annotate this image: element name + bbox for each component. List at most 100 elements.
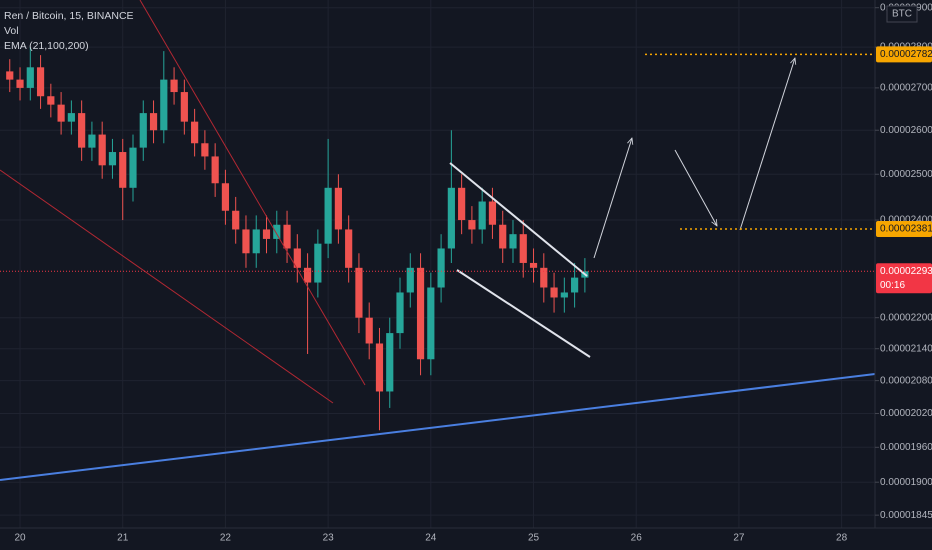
- candle-body: [201, 143, 209, 157]
- candle-body: [396, 292, 404, 334]
- candle-body: [232, 210, 240, 230]
- y-tick-label: 0.00001845: [880, 510, 932, 521]
- candle-body: [355, 267, 363, 318]
- candle-body: [499, 224, 507, 249]
- grid: [0, 0, 875, 528]
- candle-body: [303, 267, 312, 283]
- y-tick-label: 0.00001900: [880, 477, 932, 488]
- price-label-box: [876, 220, 932, 237]
- channel-line: [456, 269, 591, 358]
- y-tick-label: 0.00002080: [880, 375, 932, 386]
- x-tick-label: 27: [733, 533, 745, 544]
- candle-body: [139, 113, 147, 148]
- candle-body: [416, 267, 425, 360]
- x-tick-label: 26: [631, 533, 643, 544]
- legend-ema: EMA (21,100,200): [4, 40, 89, 52]
- y-tick-label: 0.00002500: [880, 169, 932, 180]
- candle-body: [324, 187, 332, 244]
- candle-body: [406, 267, 414, 293]
- candle-body: [262, 229, 271, 239]
- candle-body: [211, 156, 219, 184]
- candle-body: [560, 292, 568, 298]
- x-tick-label: 24: [425, 533, 437, 544]
- candle-body: [108, 152, 117, 166]
- candle-body: [540, 267, 548, 288]
- candle-body: [67, 113, 75, 122]
- candle-body: [468, 220, 476, 230]
- candle-body: [314, 243, 322, 283]
- candle-body: [88, 134, 96, 148]
- candle-body: [180, 92, 188, 122]
- y-tick-label: 0.00001960: [880, 442, 932, 453]
- candle-body: [519, 234, 527, 263]
- candle-body: [334, 187, 342, 230]
- last-price-box: [876, 263, 932, 294]
- candle-body: [458, 187, 466, 221]
- y-tick-label: 0.00002200: [880, 312, 932, 323]
- price-label: 0.00002782: [880, 49, 932, 60]
- candle-body: [129, 147, 137, 188]
- trend-line: [139, 0, 366, 386]
- candle-body: [447, 187, 455, 249]
- arrow: [674, 149, 717, 226]
- y-tick-label: 0.00002020: [880, 408, 932, 419]
- candle-body: [170, 79, 178, 93]
- candle-body: [16, 79, 24, 88]
- candle-body: [160, 79, 168, 131]
- y-tick-label: 0.00002700: [880, 83, 932, 94]
- last-price-label: 0.00002293: [880, 266, 932, 277]
- drawings: [0, 0, 876, 481]
- candles: [6, 47, 589, 431]
- x-tick-label: 23: [323, 533, 335, 544]
- candle-body: [47, 96, 55, 105]
- candle-body: [98, 134, 106, 166]
- x-tick-label: 21: [117, 533, 129, 544]
- x-tick-label: 28: [836, 533, 848, 544]
- arrow: [593, 138, 632, 259]
- y-tick-label: 0.00002600: [880, 125, 932, 136]
- candle-body: [57, 104, 65, 122]
- candle-body: [509, 234, 517, 249]
- candle-body: [488, 201, 497, 225]
- legend-symbol: Ren / Bitcoin, 15, BINANCE: [4, 10, 134, 22]
- candle-body: [36, 67, 45, 97]
- candle-body: [427, 287, 435, 360]
- legend-volume: Vol: [4, 25, 19, 37]
- countdown: 00:16: [880, 280, 905, 291]
- price-label: 0.00002381: [880, 224, 932, 235]
- candle-body: [571, 277, 579, 293]
- x-tick-label: 22: [220, 533, 232, 544]
- candle-body: [252, 229, 260, 254]
- trend-line: [0, 169, 334, 404]
- candle-body: [345, 229, 353, 268]
- support-line: [0, 373, 876, 481]
- candle-body: [386, 333, 394, 392]
- y-tick-label: 0.00002140: [880, 343, 932, 354]
- candle-body: [283, 224, 291, 249]
- candle-body: [149, 113, 158, 131]
- candle-body: [242, 229, 250, 254]
- candle-body: [529, 262, 538, 268]
- x-tick-label: 20: [14, 533, 26, 544]
- x-tick-label: 25: [528, 533, 540, 544]
- arrow: [739, 58, 795, 231]
- candle-body: [191, 121, 199, 144]
- candle-body: [273, 224, 281, 239]
- candle-body: [119, 152, 127, 188]
- currency[interactable]: BTC: [892, 9, 912, 20]
- candle-body: [437, 248, 445, 288]
- candle-body: [550, 287, 558, 298]
- channel-line: [449, 162, 588, 277]
- candle-body: [478, 201, 486, 230]
- candle-body: [6, 71, 14, 80]
- y-tick-label: 0.00002400: [880, 215, 932, 226]
- candle-body: [26, 67, 34, 88]
- currency-box[interactable]: [886, 5, 918, 23]
- candle-body: [78, 113, 86, 148]
- candle-body: [365, 317, 373, 344]
- candle-body: [375, 343, 384, 392]
- candle-body: [221, 183, 230, 211]
- price-label-box: [876, 46, 932, 63]
- candle-body: [293, 248, 301, 268]
